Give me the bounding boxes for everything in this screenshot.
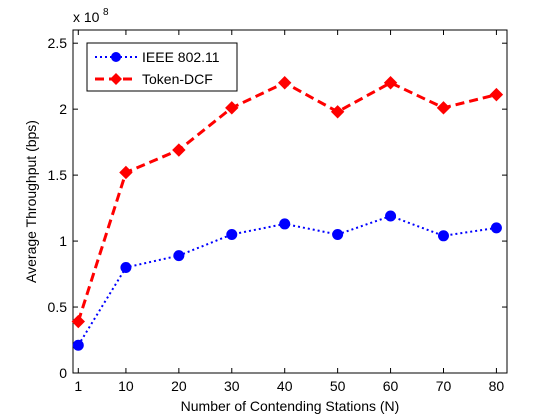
legend-marker-diamond	[110, 73, 122, 85]
legend-marker-circle	[111, 52, 121, 62]
data-point-circle	[72, 339, 84, 351]
data-point-diamond	[489, 87, 504, 102]
x-axis-title: Number of Contending Stations (N)	[181, 398, 400, 414]
y-tick-label: 2.5	[48, 35, 68, 51]
legend-label-1: Token-DCF	[142, 71, 213, 87]
data-point-diamond	[225, 101, 239, 115]
data-point-diamond	[278, 76, 292, 90]
x-tick-label: 70	[436, 378, 452, 394]
x-tick-label: 30	[224, 378, 240, 394]
y-tick-label: 2	[59, 101, 67, 117]
data-point-diamond	[436, 101, 451, 115]
series-layer	[71, 76, 504, 351]
data-point-diamond	[119, 165, 133, 180]
data-point-circle	[437, 230, 449, 242]
x-tick-label: 40	[277, 378, 293, 394]
data-point-circle	[120, 261, 132, 273]
legend-label-0: IEEE 802.11	[142, 49, 220, 65]
x-tick-label: 20	[171, 378, 187, 394]
y-tick-label: 0.5	[48, 299, 68, 315]
data-point-circle	[490, 222, 502, 234]
y-axis-exponent-power: 8	[103, 7, 109, 18]
data-point-circle	[332, 228, 344, 240]
y-tick-label: 0	[59, 365, 67, 381]
legend: IEEE 802.11 Token-DCF	[86, 42, 238, 92]
legend-box	[86, 42, 238, 92]
data-point-circle	[385, 210, 397, 222]
y-tick-label: 1.5	[48, 167, 68, 183]
data-point-diamond	[383, 76, 398, 90]
y-axis-title: Average Throughput (bps)	[23, 120, 39, 283]
x-tick-label: 1	[74, 378, 82, 394]
data-point-circle	[226, 228, 238, 240]
data-point-circle	[279, 218, 291, 230]
data-point-circle	[173, 250, 185, 262]
data-point-diamond	[172, 143, 186, 157]
x-axis-ticks: 1 10 20 30 40 50 60 70 80	[74, 30, 504, 394]
y-axis-ticks: 0 0.5 1 1.5 2 2.5	[48, 35, 507, 381]
data-point-diamond	[330, 105, 345, 119]
x-tick-label: 80	[489, 378, 505, 394]
x-tick-label: 10	[118, 378, 134, 394]
y-tick-label: 1	[59, 233, 67, 249]
x-tick-label: 50	[330, 378, 346, 394]
x-tick-label: 60	[383, 378, 399, 394]
data-point-diamond	[71, 314, 85, 329]
y-axis-exponent-base: x 10	[73, 9, 100, 25]
